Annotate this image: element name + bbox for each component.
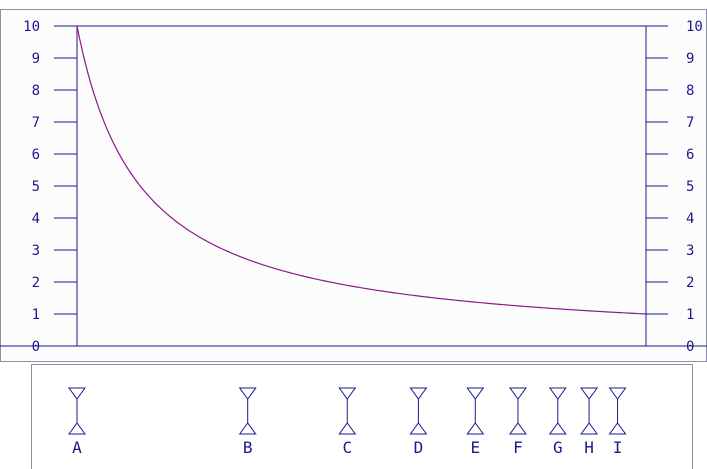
series-layer xyxy=(76,25,647,315)
series-curve-0 xyxy=(76,25,647,315)
right-tick-label-6: 6 xyxy=(686,147,694,163)
left-tick-label-0: 0 xyxy=(32,339,40,355)
right-tick-label-1: 1 xyxy=(686,307,694,323)
right-tick-label-2: 2 xyxy=(686,275,694,291)
marker-bottom-triangle xyxy=(508,422,527,435)
marker-bottom-triangle xyxy=(548,422,567,435)
right-tick-label-7: 7 xyxy=(686,115,694,131)
marker-top-triangle xyxy=(238,387,257,400)
marker-top-triangle xyxy=(580,387,599,400)
marker-label: I xyxy=(613,438,623,457)
marker-label: F xyxy=(513,438,523,457)
marker-top-triangle xyxy=(68,387,86,400)
left-tick-label-3: 3 xyxy=(32,243,40,259)
marker-b: B xyxy=(238,387,257,457)
right-tick-label-3: 3 xyxy=(686,243,694,259)
marker-top-triangle xyxy=(608,387,627,400)
marker-bottom-triangle xyxy=(338,422,357,435)
plot-area xyxy=(77,26,646,346)
left-tick-label-10: 10 xyxy=(23,19,40,35)
right-tick-label-4: 4 xyxy=(686,211,694,227)
left-y-axis: 0 1 2 3 4 5 6 7 8 9 10 xyxy=(23,19,78,355)
left-tick-label-6: 6 xyxy=(32,147,40,163)
marker-h: H xyxy=(580,387,599,457)
marker-i: I xyxy=(608,387,627,457)
marker-d: D xyxy=(409,387,428,457)
marker-label: A xyxy=(72,438,82,457)
marker-bottom-triangle xyxy=(409,422,428,435)
marker-top-triangle xyxy=(508,387,527,400)
marker-top-triangle xyxy=(409,387,428,400)
right-tick-label-10: 10 xyxy=(686,19,703,35)
marker-label: B xyxy=(243,438,253,457)
marker-g: G xyxy=(548,387,567,457)
marker-bottom-triangle xyxy=(466,422,485,435)
marker-label: D xyxy=(414,438,424,457)
left-tick-label-7: 7 xyxy=(32,115,40,131)
marker-label: C xyxy=(342,438,352,457)
left-tick-label-8: 8 xyxy=(32,83,40,99)
marker-label: G xyxy=(553,438,563,457)
marker-bottom-triangle xyxy=(238,422,257,435)
right-tick-label-8: 8 xyxy=(686,83,694,99)
marker-top-triangle xyxy=(548,387,567,400)
right-y-axis: 0 1 2 3 4 5 6 7 8 9 10 xyxy=(645,19,703,355)
chart-frame xyxy=(0,9,707,469)
marker-e: E xyxy=(466,387,485,457)
marker-top-triangle xyxy=(466,387,485,400)
right-tick-label-0: 0 xyxy=(686,339,694,355)
left-tick-label-1: 1 xyxy=(32,307,40,323)
marker-bottom-triangle xyxy=(580,422,599,435)
marker-bottom-triangle xyxy=(608,422,627,435)
left-tick-label-5: 5 xyxy=(32,179,40,195)
marker-bottom-triangle xyxy=(68,422,86,435)
left-tick-label-9: 9 xyxy=(32,51,40,67)
marker-label: H xyxy=(584,438,594,457)
marker-top-triangle xyxy=(338,387,357,400)
right-tick-label-9: 9 xyxy=(686,51,694,67)
left-tick-label-4: 4 xyxy=(32,211,40,227)
marker-f: F xyxy=(508,387,527,457)
right-tick-label-5: 5 xyxy=(686,179,694,195)
left-tick-label-2: 2 xyxy=(32,275,40,291)
marker-a: A xyxy=(68,387,86,457)
marker-c: C xyxy=(338,387,357,457)
marker-label: E xyxy=(470,438,480,457)
